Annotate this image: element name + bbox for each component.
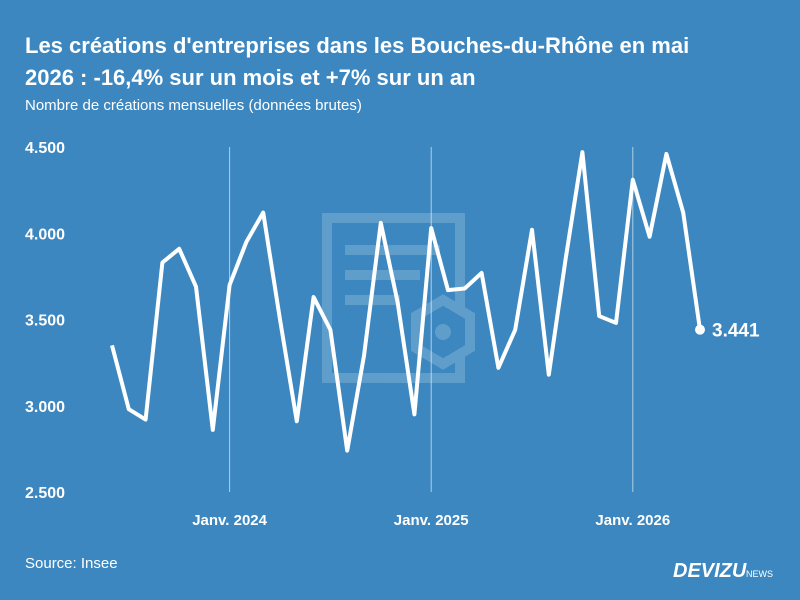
x-tick-label: Janv. 2025 (394, 512, 469, 529)
y-tick-label: 4.000 (25, 226, 65, 243)
x-tick-label: Janv. 2026 (595, 512, 670, 529)
end-point (695, 324, 705, 335)
value-label: 3.441 (712, 321, 760, 342)
y-tick-label: 2.500 (25, 485, 65, 502)
source: Source: Insee (25, 555, 118, 572)
y-tick-label: 3.500 (25, 313, 65, 330)
chart-subtitle: Nombre de créations mensuelles (données … (25, 97, 362, 114)
brand: DEVIZU (673, 560, 747, 582)
y-tick-label: 3.000 (25, 399, 65, 416)
brand-suffix: NEWS (746, 569, 773, 579)
chart-title: 2026 : -16,4% sur un mois et +7% sur un … (25, 65, 476, 90)
chart-title: Les créations d'entreprises dans les Bou… (25, 33, 689, 58)
y-tick-label: 4.500 (25, 140, 65, 157)
watermark (322, 213, 475, 383)
x-tick-label: Janv. 2024 (192, 512, 267, 529)
line (110, 150, 702, 453)
